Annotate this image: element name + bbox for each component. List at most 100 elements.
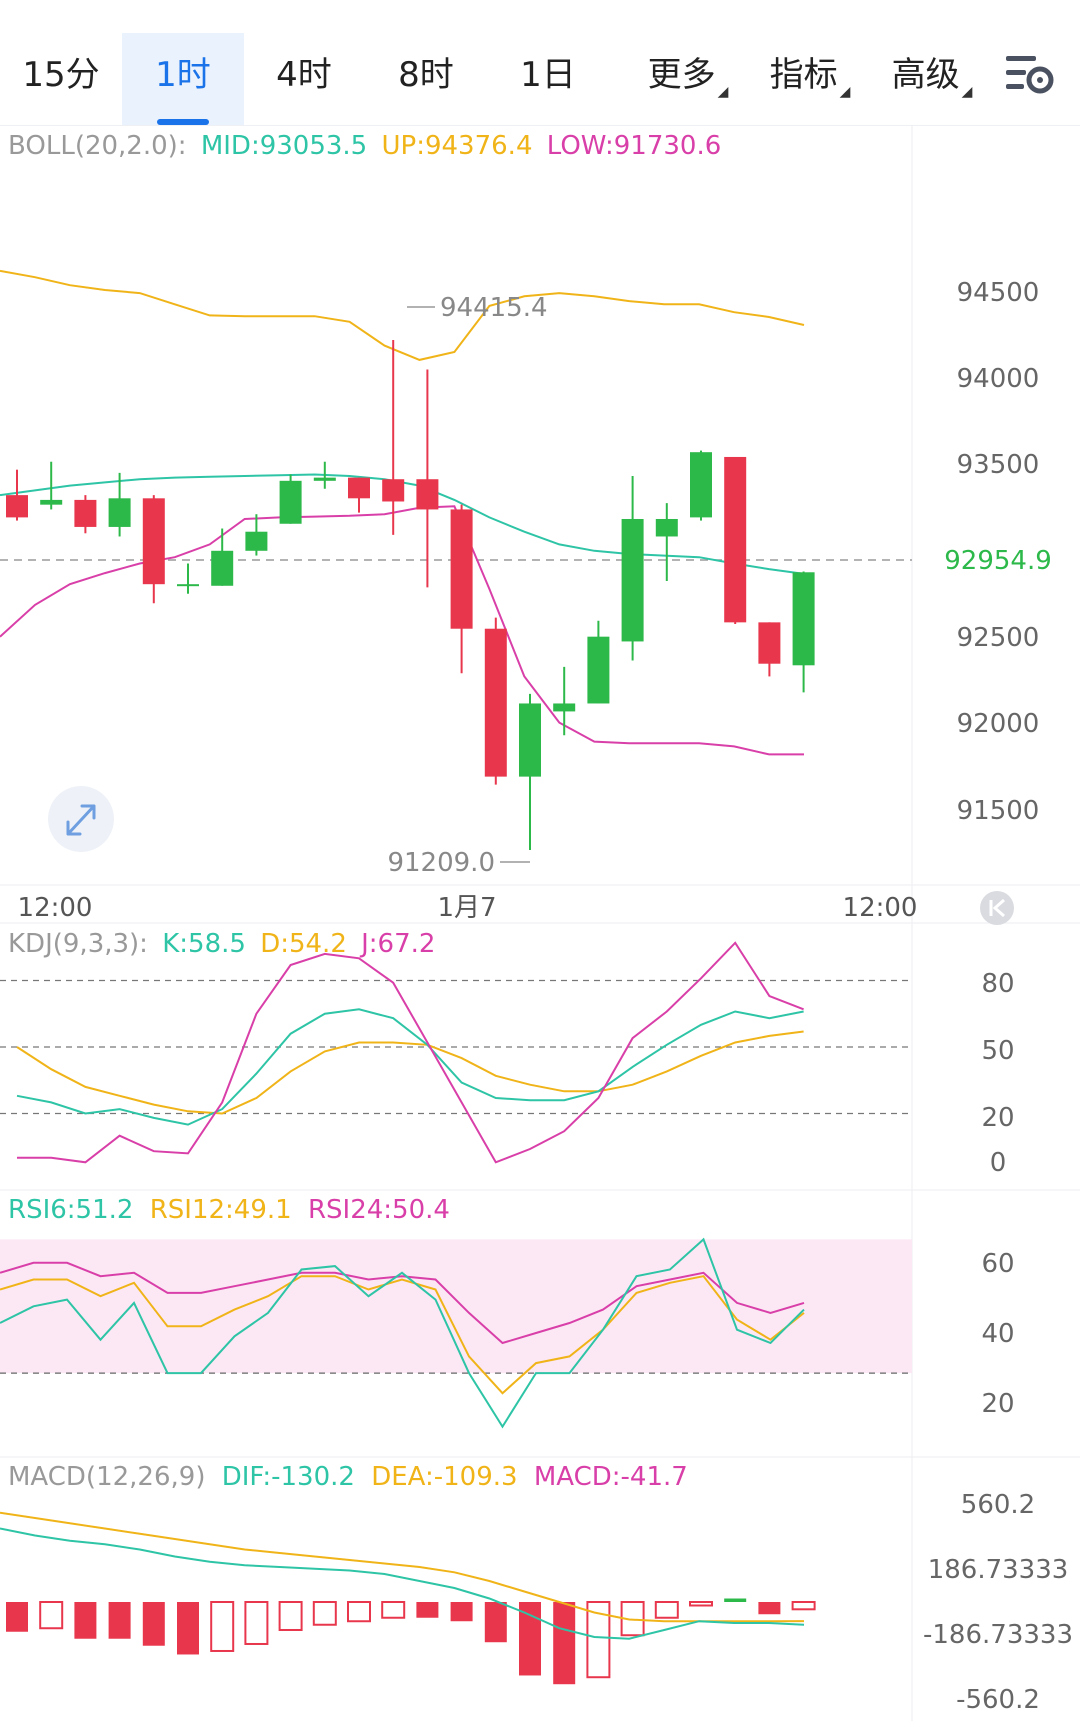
rsi-lines bbox=[0, 1237, 805, 1429]
macd-histogram-bar bbox=[210, 1601, 235, 1652]
candle-body bbox=[450, 509, 473, 629]
candle-body bbox=[245, 531, 268, 551]
price-tick: 93500 bbox=[957, 450, 1040, 480]
low-price-label: 91209.0 bbox=[387, 848, 495, 878]
macd-dif-line bbox=[0, 1527, 805, 1640]
candle-body bbox=[382, 479, 405, 502]
tab-15min[interactable]: 15分 bbox=[22, 55, 100, 95]
macd-histogram bbox=[6, 1598, 816, 1685]
price-tick: 91500 bbox=[957, 796, 1040, 826]
candle-body bbox=[758, 622, 781, 664]
tab-advanced[interactable]: 高级 ◢ bbox=[891, 55, 973, 100]
macd-axis: 560.2 186.73333 -186.73333 -560.2 bbox=[923, 1490, 1073, 1715]
macd-histogram-bar bbox=[278, 1601, 303, 1631]
candle-body bbox=[724, 456, 747, 623]
macd-histogram-bar bbox=[416, 1602, 439, 1618]
macd-lines bbox=[0, 1511, 805, 1640]
tab-indicators[interactable]: 指标 ◢ bbox=[769, 55, 851, 100]
dropdown-triangle-icon: ◢ bbox=[839, 84, 851, 100]
macd-histogram-bar bbox=[142, 1602, 165, 1646]
macd-tick: 186.73333 bbox=[928, 1555, 1069, 1585]
candle-body bbox=[74, 499, 97, 527]
time-label: 12:00 bbox=[843, 893, 918, 923]
candle-body bbox=[348, 477, 370, 499]
macd-histogram-bar bbox=[689, 1601, 713, 1607]
rsi-axis: 60 40 20 bbox=[981, 1249, 1014, 1419]
candle-body bbox=[792, 572, 815, 666]
macd-histogram-bar bbox=[39, 1601, 64, 1630]
candle-body bbox=[416, 479, 439, 510]
macd-histogram-bar bbox=[347, 1601, 371, 1623]
dropdown-triangle-icon: ◢ bbox=[717, 84, 729, 100]
tab-4h[interactable]: 4时 bbox=[276, 55, 332, 95]
candlesticks bbox=[6, 339, 815, 850]
macd-tick: 560.2 bbox=[961, 1490, 1035, 1520]
rsi-tick: 60 bbox=[981, 1249, 1014, 1279]
active-tab-indicator bbox=[157, 119, 209, 125]
macd-histogram-bar bbox=[484, 1602, 507, 1643]
last-price-label: 92954.9 bbox=[944, 546, 1052, 576]
candle-body bbox=[177, 584, 199, 587]
candle-body bbox=[108, 498, 131, 527]
tab-8h[interactable]: 8时 bbox=[398, 55, 454, 95]
kline-chart[interactable]: BOLL(20,2.0): MID:93053.5 UP:94376.4 LOW… bbox=[0, 125, 1080, 1721]
kdj-k-line bbox=[16, 1008, 804, 1126]
boll-upper-line bbox=[0, 269, 805, 361]
candle-body bbox=[484, 628, 507, 777]
high-price-label: 94415.4 bbox=[440, 293, 548, 323]
rsi-tick: 40 bbox=[981, 1319, 1014, 1349]
dropdown-triangle-icon: ◢ bbox=[961, 84, 973, 100]
tab-1d[interactable]: 1日 bbox=[520, 55, 576, 95]
rsi6-line bbox=[0, 1237, 805, 1429]
macd-histogram-bar bbox=[74, 1602, 97, 1639]
candle-body bbox=[279, 480, 302, 524]
boll-lower-line bbox=[0, 505, 804, 756]
price-tick: 94500 bbox=[957, 278, 1040, 308]
macd-tick: -186.73333 bbox=[923, 1620, 1073, 1650]
macd-histogram-bar bbox=[553, 1602, 576, 1685]
macd-legend: MACD(12,26,9) DIF:-130.2 DEA:-109.3 MACD… bbox=[8, 1462, 688, 1492]
candle-body bbox=[587, 636, 610, 704]
macd-histogram-bar bbox=[244, 1601, 269, 1645]
macd-histogram-bar bbox=[381, 1601, 406, 1619]
candle-body bbox=[655, 518, 678, 537]
macd-histogram-bar bbox=[654, 1601, 679, 1619]
macd-histogram-bar bbox=[586, 1601, 611, 1679]
candle-body bbox=[553, 703, 576, 712]
chart-settings-icon[interactable] bbox=[1004, 52, 1054, 96]
macd-histogram-bar bbox=[450, 1602, 473, 1622]
rewind-icon[interactable] bbox=[980, 891, 1014, 925]
tab-1h[interactable]: 1时 bbox=[122, 33, 244, 125]
rsi24-line bbox=[0, 1261, 805, 1345]
time-label: 1月7 bbox=[437, 893, 496, 923]
tab-more[interactable]: 更多 ◢ bbox=[647, 55, 729, 100]
timeframe-tab-bar: 15分 1时 4时 8时 1日 更多 ◢ 指标 ◢ 高级 ◢ bbox=[0, 0, 1080, 126]
expand-arrows-icon[interactable] bbox=[48, 786, 114, 852]
macd-histogram-bar bbox=[758, 1602, 781, 1615]
candle-body bbox=[519, 703, 541, 777]
macd-histogram-bar bbox=[177, 1602, 199, 1655]
macd-histogram-bar bbox=[519, 1602, 541, 1676]
boll-legend: BOLL(20,2.0): MID:93053.5 UP:94376.4 LOW… bbox=[8, 131, 721, 161]
macd-dea-line bbox=[0, 1511, 805, 1623]
kdj-tick: 20 bbox=[981, 1103, 1014, 1133]
kdj-axis: 80 50 20 0 bbox=[981, 969, 1014, 1178]
kdj-lines bbox=[16, 941, 804, 1164]
candle-body bbox=[690, 452, 712, 518]
kdj-tick: 50 bbox=[981, 1036, 1014, 1066]
candle-body bbox=[211, 550, 234, 586]
rsi12-line bbox=[0, 1275, 805, 1395]
rsi-legend: RSI6:51.2 RSI12:49.1 RSI24:50.4 bbox=[8, 1195, 450, 1225]
price-tick: 94000 bbox=[957, 364, 1040, 394]
rsi-tick: 20 bbox=[981, 1389, 1014, 1419]
price-tick: 92000 bbox=[957, 709, 1040, 739]
macd-tick: -560.2 bbox=[956, 1685, 1040, 1715]
macd-histogram-bar bbox=[6, 1602, 28, 1632]
candle-body bbox=[621, 518, 644, 642]
candle-body bbox=[313, 477, 336, 481]
candle-body bbox=[6, 495, 28, 518]
kdj-tick: 80 bbox=[981, 969, 1014, 999]
kdj-legend: KDJ(9,3,3): K:58.5 D:54.2 J:67.2 bbox=[8, 929, 435, 959]
candle-body bbox=[40, 499, 63, 505]
rsi-band bbox=[0, 1239, 912, 1374]
